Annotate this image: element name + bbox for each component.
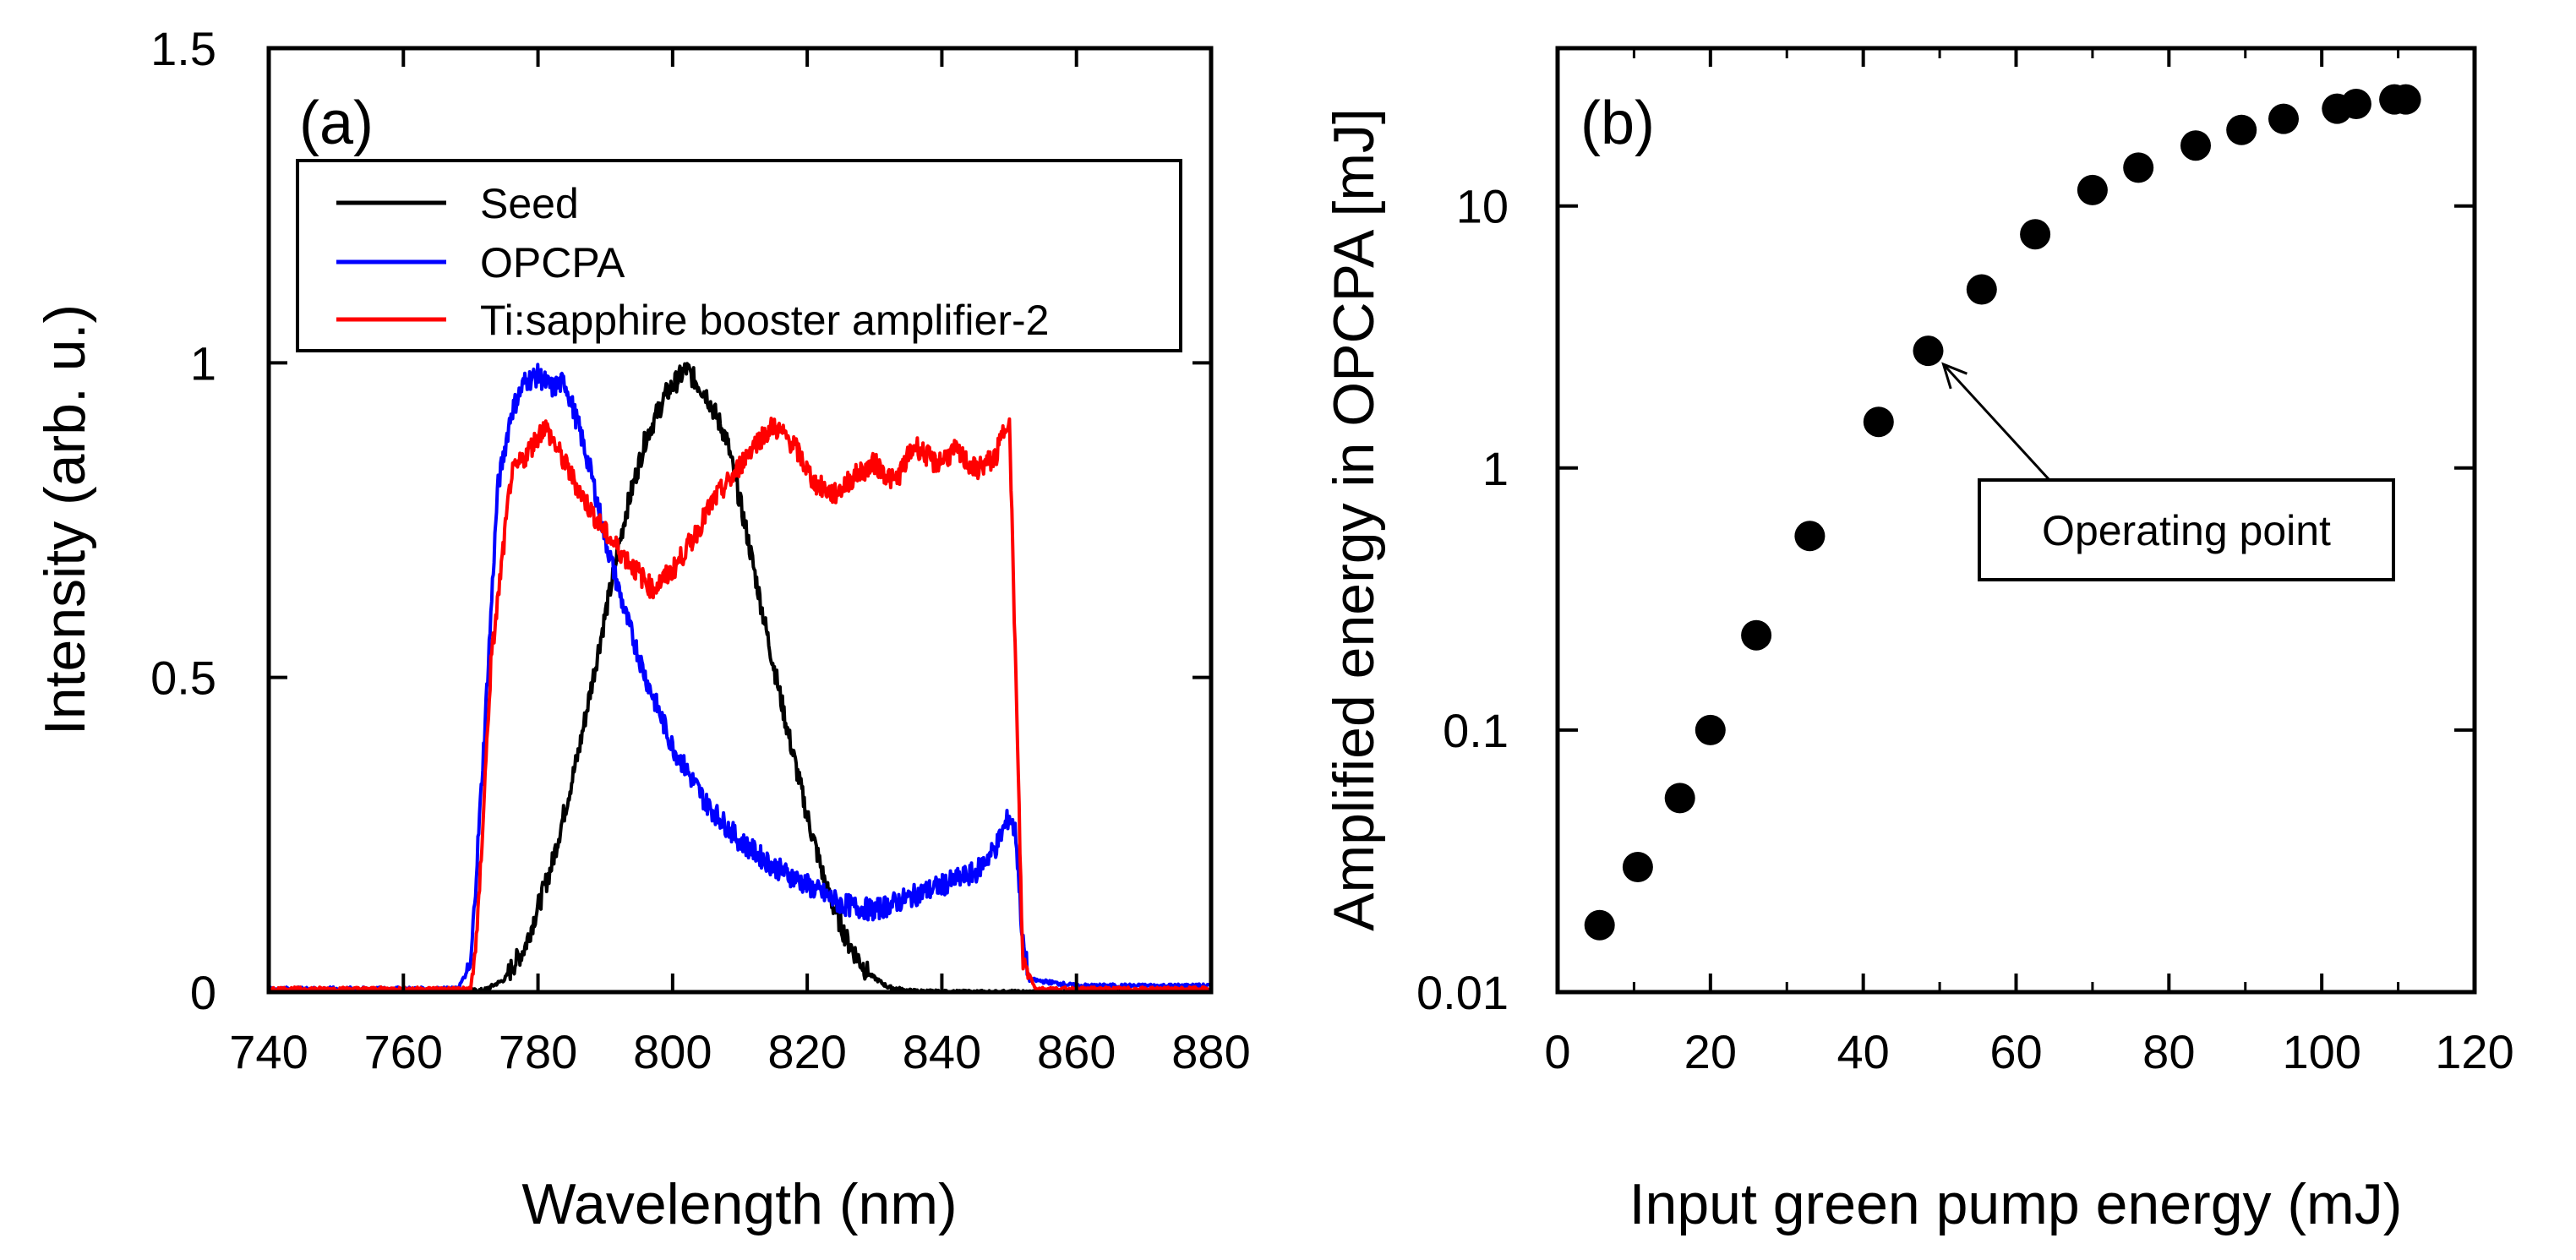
annotation-box	[1978, 478, 2395, 581]
b-x-tick-label-0: 0	[1544, 1025, 1570, 1078]
panel-a-x-axis-label: Wavelength (nm)	[521, 1172, 957, 1236]
x-tick-label-760: 760	[364, 1025, 443, 1078]
panel-b-points-group	[1584, 84, 2421, 941]
data-point-2	[1622, 852, 1653, 882]
annotation-text: Operating point	[2042, 507, 2331, 554]
b-x-tick-label-40: 40	[1837, 1025, 1890, 1078]
b-y-tick-label-1: 1	[1482, 442, 1509, 495]
b-y-tick-label-10: 10	[1456, 180, 1509, 233]
panel-a-y-axis-label: Intensity (arb. u.)	[33, 304, 97, 735]
x-tick-label-880: 880	[1171, 1025, 1250, 1078]
panel-b-plot-frame	[1555, 46, 2477, 995]
x-tick-label-860: 860	[1037, 1025, 1116, 1078]
data-point-4	[1695, 714, 1726, 745]
legend-label-opcpa: OPCPA	[480, 239, 625, 286]
annotation-arrow	[1942, 363, 2051, 482]
legend-label-seed: Seed	[480, 180, 579, 227]
y-tick-label-0: 0	[190, 966, 216, 1019]
b-x-tick-label-120: 120	[2435, 1025, 2513, 1078]
b-y-tick-label-0-1: 0.1	[1443, 704, 1509, 757]
panel-a-spectrum-chart: 740 760 780 800 820 840 860 880 0 0.5 1 1.5 (a) See…	[33, 22, 1251, 1236]
data-point-15	[2268, 103, 2299, 134]
panel-b-energy-chart: 0 20 40 60 80 100 120 0.01 0.1 1 10 (b) Operating …	[1322, 46, 2514, 1236]
panel-a-plot-frame	[266, 46, 1214, 995]
data-point-5	[1741, 619, 1772, 651]
x-tick-label-820: 820	[767, 1025, 846, 1078]
y-tick-label-1: 1	[190, 336, 216, 390]
panel-a-legend: Seed OPCPA Ti:sapphire booster amplifier…	[296, 159, 1182, 352]
data-point-8	[1913, 335, 1944, 367]
y-tick-label-1-5: 1.5	[150, 22, 216, 75]
b-x-tick-label-80: 80	[2142, 1025, 2195, 1078]
b-x-tick-label-60: 60	[1989, 1025, 2042, 1078]
data-point-1	[1584, 909, 1615, 941]
data-point-3	[1664, 783, 1695, 814]
panel-b-y-axis-label: Amplified energy in OPCPA [mJ]	[1322, 108, 1386, 931]
x-tick-label-780: 780	[499, 1025, 577, 1078]
panel-b-label: (b)	[1580, 90, 1655, 157]
panel-a-label: (a)	[299, 90, 374, 157]
annotation-arrowhead	[1941, 362, 1967, 390]
operating-point-annotation: Operating point	[1941, 362, 2395, 581]
data-point-12	[2123, 152, 2154, 183]
b-y-tick-label-0-01: 0.01	[1416, 966, 1509, 1019]
data-point-9	[1966, 274, 1997, 305]
panel-a-ticks: 740 760 780 800 820 840 860 880 0 0.5 1 1.5	[150, 22, 1251, 1078]
x-tick-label-800: 800	[633, 1025, 712, 1078]
data-point-13	[2180, 130, 2211, 161]
data-point-11	[2077, 174, 2108, 205]
b-x-tick-label-20: 20	[1684, 1025, 1737, 1078]
data-point-14	[2226, 114, 2257, 145]
data-point-6	[1794, 521, 1826, 552]
data-point-7	[1863, 406, 1894, 438]
panel-b-x-axis-label: Input green pump energy (mJ)	[1629, 1172, 2403, 1236]
y-tick-label-0-5: 0.5	[150, 652, 216, 705]
data-point-17	[2340, 89, 2371, 119]
b-x-tick-label-100: 100	[2282, 1025, 2360, 1078]
x-tick-label-740: 740	[229, 1025, 308, 1078]
legend-label-tisapphire: Ti:sapphire booster amplifier-2	[480, 297, 1049, 344]
data-point-10	[2020, 219, 2051, 250]
x-tick-label-840: 840	[903, 1025, 981, 1078]
panel-a-series-group	[268, 362, 1213, 994]
data-point-19	[2390, 84, 2421, 115]
